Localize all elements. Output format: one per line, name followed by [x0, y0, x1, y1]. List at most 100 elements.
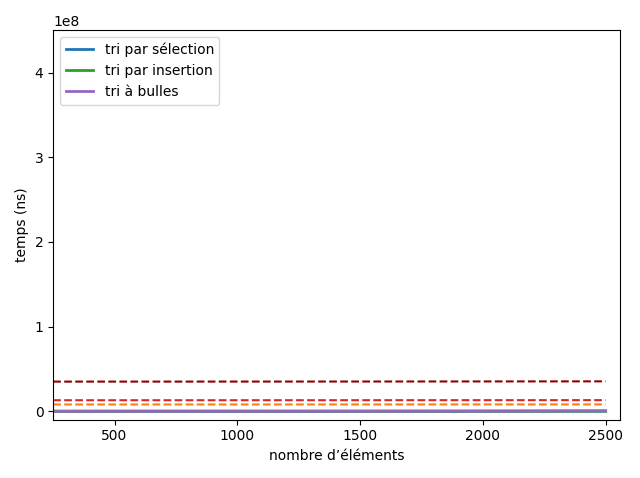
tri à bulles: [557, 408, 564, 414]
tri par insertion: [399, 408, 406, 414]
tri par sélection: [241, 408, 249, 414]
tri par sélection: [388, 408, 396, 414]
tri par sélection: [444, 408, 452, 414]
tri par sélection: [117, 408, 125, 414]
tri par insertion: [602, 408, 609, 414]
tri par insertion: [218, 408, 226, 414]
tri par sélection: [72, 408, 79, 414]
tri par sélection: [545, 408, 553, 414]
tri par sélection: [433, 408, 440, 414]
tri à bulles: [591, 408, 598, 413]
tri à bulles: [320, 408, 328, 414]
tri par sélection: [579, 408, 587, 414]
tri à bulles: [376, 408, 384, 414]
tri à bulles: [478, 408, 486, 414]
tri par insertion: [365, 408, 372, 414]
tri par insertion: [173, 408, 181, 414]
tri à bulles: [410, 408, 418, 414]
tri à bulles: [207, 408, 215, 414]
tri par sélection: [342, 408, 350, 414]
tri à bulles: [399, 408, 406, 414]
tri à bulles: [545, 408, 553, 414]
tri par sélection: [320, 408, 328, 414]
tri à bulles: [523, 408, 531, 414]
tri par sélection: [500, 408, 508, 414]
tri par insertion: [534, 408, 542, 414]
tri par sélection: [151, 408, 159, 414]
tri par insertion: [523, 408, 531, 414]
tri par sélection: [83, 408, 91, 414]
tri par insertion: [308, 408, 316, 414]
tri par insertion: [230, 408, 237, 414]
tri à bulles: [241, 408, 249, 414]
tri par insertion: [410, 408, 418, 414]
tri par insertion: [557, 408, 564, 414]
tri par insertion: [275, 408, 282, 414]
tri par sélection: [376, 408, 384, 414]
tri à bulles: [61, 408, 68, 414]
tri par sélection: [95, 408, 102, 414]
tri par insertion: [455, 408, 463, 414]
tri par sélection: [591, 408, 598, 414]
tri à bulles: [354, 408, 362, 414]
tri à bulles: [173, 408, 181, 414]
tri à bulles: [331, 408, 339, 414]
tri à bulles: [421, 408, 429, 414]
tri par sélection: [207, 408, 215, 414]
tri par sélection: [184, 408, 192, 414]
tri par insertion: [264, 408, 271, 414]
tri à bulles: [196, 408, 204, 414]
tri par insertion: [376, 408, 384, 414]
tri à bulles: [140, 408, 147, 414]
tri par insertion: [489, 408, 497, 414]
tri par insertion: [106, 408, 113, 414]
tri par insertion: [298, 408, 305, 414]
tri par sélection: [275, 408, 282, 414]
tri à bulles: [342, 408, 350, 414]
tri à bulles: [275, 408, 282, 414]
tri à bulles: [128, 408, 136, 414]
tri par insertion: [140, 408, 147, 414]
Legend: tri par sélection, tri par insertion, tri à bulles: tri par sélection, tri par insertion, tr…: [60, 37, 220, 105]
tri à bulles: [534, 408, 542, 414]
tri à bulles: [500, 408, 508, 414]
tri par insertion: [252, 408, 260, 414]
tri par sélection: [511, 408, 519, 414]
tri par sélection: [568, 408, 575, 414]
tri à bulles: [579, 408, 587, 414]
tri par insertion: [500, 408, 508, 414]
tri par sélection: [523, 408, 531, 414]
tri par insertion: [354, 408, 362, 414]
tri par insertion: [83, 408, 91, 414]
tri par insertion: [49, 408, 57, 414]
tri par insertion: [388, 408, 396, 414]
tri par insertion: [61, 408, 68, 414]
tri par insertion: [342, 408, 350, 414]
tri par sélection: [49, 408, 57, 414]
tri par insertion: [511, 408, 519, 414]
tri à bulles: [106, 408, 113, 414]
tri à bulles: [433, 408, 440, 414]
tri par insertion: [184, 408, 192, 414]
tri par insertion: [331, 408, 339, 414]
tri par sélection: [128, 408, 136, 414]
tri par sélection: [252, 408, 260, 414]
tri à bulles: [444, 408, 452, 414]
tri à bulles: [49, 408, 57, 414]
tri par sélection: [399, 408, 406, 414]
tri à bulles: [162, 408, 170, 414]
tri par sélection: [140, 408, 147, 414]
tri par insertion: [207, 408, 215, 414]
tri par insertion: [196, 408, 204, 414]
tri par sélection: [365, 408, 372, 414]
tri par sélection: [264, 408, 271, 414]
tri à bulles: [467, 408, 474, 414]
tri par insertion: [162, 408, 170, 414]
tri par insertion: [444, 408, 452, 414]
Y-axis label: temps (ns): temps (ns): [15, 188, 29, 262]
tri par insertion: [95, 408, 102, 414]
tri par insertion: [151, 408, 159, 414]
tri par insertion: [320, 408, 328, 414]
tri par sélection: [218, 408, 226, 414]
tri par sélection: [534, 408, 542, 414]
